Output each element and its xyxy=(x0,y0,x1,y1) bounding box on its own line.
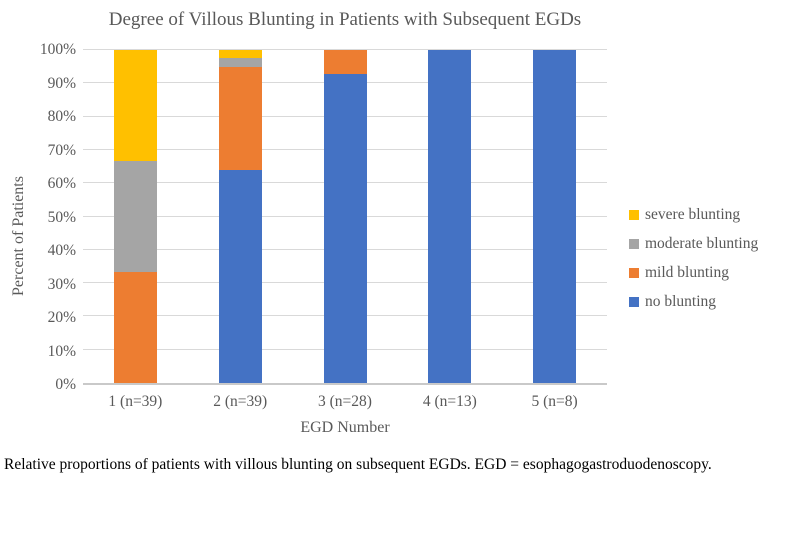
stacked-bar xyxy=(428,50,472,383)
bar-segment-no-blunting xyxy=(533,50,577,383)
y-tick-label: 100% xyxy=(39,41,76,58)
legend-swatch-icon xyxy=(629,238,639,249)
y-tick-label: 0% xyxy=(55,376,76,393)
legend-label: moderate blunting xyxy=(645,234,759,252)
legend-label: severe blunting xyxy=(645,205,741,223)
x-category-label: 1 (n=39) xyxy=(108,393,163,410)
bar-segment-no-blunting xyxy=(428,50,472,383)
x-axis-title: EGD Number xyxy=(300,419,390,436)
legend-item: severe blunting xyxy=(629,200,758,229)
legend-swatch-icon xyxy=(629,267,639,278)
stacked-bar xyxy=(218,50,262,383)
bar-segment-severe-blunting xyxy=(218,50,262,59)
x-category-label: 3 (n=28) xyxy=(318,393,372,410)
bar-segment-moderate-blunting xyxy=(218,58,262,67)
y-tick-label: 10% xyxy=(47,342,76,360)
legend: severe blunting moderate blunting mild blu… xyxy=(629,200,758,316)
legend-label: mild blunting xyxy=(645,263,729,281)
bar-segment-no-blunting xyxy=(218,169,262,383)
y-tick-label: 40% xyxy=(47,242,76,259)
y-tick-label: 50% xyxy=(47,208,76,226)
legend-label: no blunting xyxy=(645,292,717,310)
y-tick-label: 80% xyxy=(47,108,76,125)
bar-segment-moderate-blunting xyxy=(113,161,157,273)
x-category-label: 2 (n=39) xyxy=(213,393,268,410)
bar-segment-severe-blunting xyxy=(113,50,157,162)
legend-swatch-icon xyxy=(629,209,639,220)
chart-title: Degree of Villous Blunting in Patients w… xyxy=(108,9,582,30)
legend-swatch-icon xyxy=(629,296,639,307)
plot-area xyxy=(83,49,607,385)
bar-segment-mild-blunting xyxy=(113,272,157,383)
legend-item: moderate blunting xyxy=(629,229,758,258)
bar-segment-no-blunting xyxy=(323,73,367,383)
y-tick-label: 30% xyxy=(47,275,76,293)
y-tick-label: 60% xyxy=(47,175,76,192)
y-tick-label: 70% xyxy=(47,141,76,159)
x-category-label: 4 (n=13) xyxy=(422,393,477,410)
stacked-bar xyxy=(323,50,367,383)
gridline xyxy=(83,49,607,50)
bar-segment-mild-blunting xyxy=(218,67,262,170)
legend-item: no blunting xyxy=(629,287,758,316)
y-tick-label: 90% xyxy=(47,74,76,92)
y-tick-label: 20% xyxy=(47,309,76,326)
stacked-bar xyxy=(113,50,157,383)
x-category-label: 5 (n=8) xyxy=(531,393,578,410)
figure-caption: Relative proportions of patients with vi… xyxy=(4,456,712,473)
bar-segment-mild-blunting xyxy=(323,50,367,74)
stacked-bar xyxy=(533,50,577,383)
legend-item: mild blunting xyxy=(629,258,758,287)
